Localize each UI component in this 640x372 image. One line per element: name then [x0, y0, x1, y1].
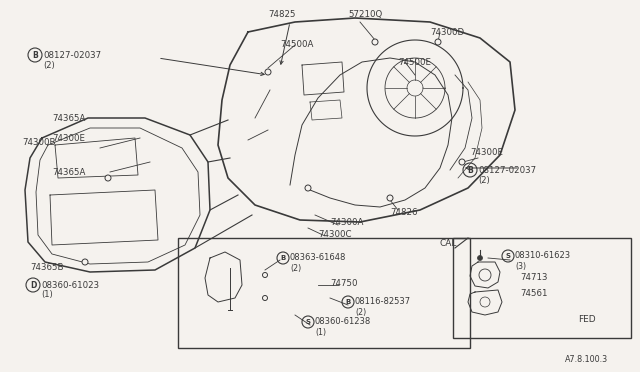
Text: 08127-02037: 08127-02037: [43, 51, 101, 60]
Text: (2): (2): [290, 263, 301, 273]
Text: 57210Q: 57210Q: [348, 10, 382, 19]
Text: (3): (3): [515, 262, 526, 270]
Text: 74750: 74750: [330, 279, 358, 288]
Text: (2): (2): [355, 308, 366, 317]
Text: 74500A: 74500A: [280, 39, 314, 48]
Text: FED: FED: [578, 315, 596, 324]
Text: (2): (2): [43, 61, 55, 70]
Text: D: D: [30, 280, 36, 289]
Circle shape: [82, 259, 88, 265]
Bar: [453, 238, 631, 338]
Circle shape: [477, 256, 483, 260]
Text: 74300A: 74300A: [330, 218, 364, 227]
Text: 08127-02037: 08127-02037: [478, 166, 536, 174]
Bar: [178, 238, 470, 348]
Text: S: S: [305, 319, 310, 325]
Circle shape: [262, 273, 268, 278]
Text: 08360-61023: 08360-61023: [41, 280, 99, 289]
Text: 74713: 74713: [520, 273, 547, 282]
Text: 74826: 74826: [390, 208, 417, 217]
Circle shape: [372, 39, 378, 45]
Circle shape: [105, 175, 111, 181]
Text: (1): (1): [41, 291, 52, 299]
Text: 74300D: 74300D: [430, 28, 464, 36]
Text: 74365B: 74365B: [30, 263, 63, 273]
Text: 08116-82537: 08116-82537: [355, 298, 411, 307]
Circle shape: [435, 39, 441, 45]
Text: (1): (1): [315, 327, 326, 337]
Text: 74500E: 74500E: [398, 58, 431, 67]
Circle shape: [305, 185, 311, 191]
Text: B: B: [280, 255, 285, 261]
Text: 74825: 74825: [268, 10, 296, 19]
Text: 08310-61623: 08310-61623: [515, 251, 571, 260]
Text: B: B: [32, 51, 38, 60]
Text: A7.8.100.3: A7.8.100.3: [565, 356, 608, 365]
Text: 74365A: 74365A: [52, 167, 85, 176]
Text: 08360-61238: 08360-61238: [315, 317, 371, 327]
Circle shape: [387, 195, 393, 201]
Text: 08363-61648: 08363-61648: [290, 253, 346, 263]
Text: CAL: CAL: [440, 240, 458, 248]
Circle shape: [265, 69, 271, 75]
Text: (2): (2): [478, 176, 490, 185]
Text: 74365A: 74365A: [52, 113, 85, 122]
Text: 74300E: 74300E: [470, 148, 503, 157]
Text: 74300E: 74300E: [52, 134, 85, 142]
Text: S: S: [506, 253, 511, 259]
Text: B: B: [346, 299, 351, 305]
Text: 74300B: 74300B: [22, 138, 56, 147]
Text: 74561: 74561: [520, 289, 547, 298]
Circle shape: [262, 295, 268, 301]
Text: 74300C: 74300C: [318, 230, 351, 238]
Circle shape: [459, 159, 465, 165]
Text: B: B: [467, 166, 473, 174]
